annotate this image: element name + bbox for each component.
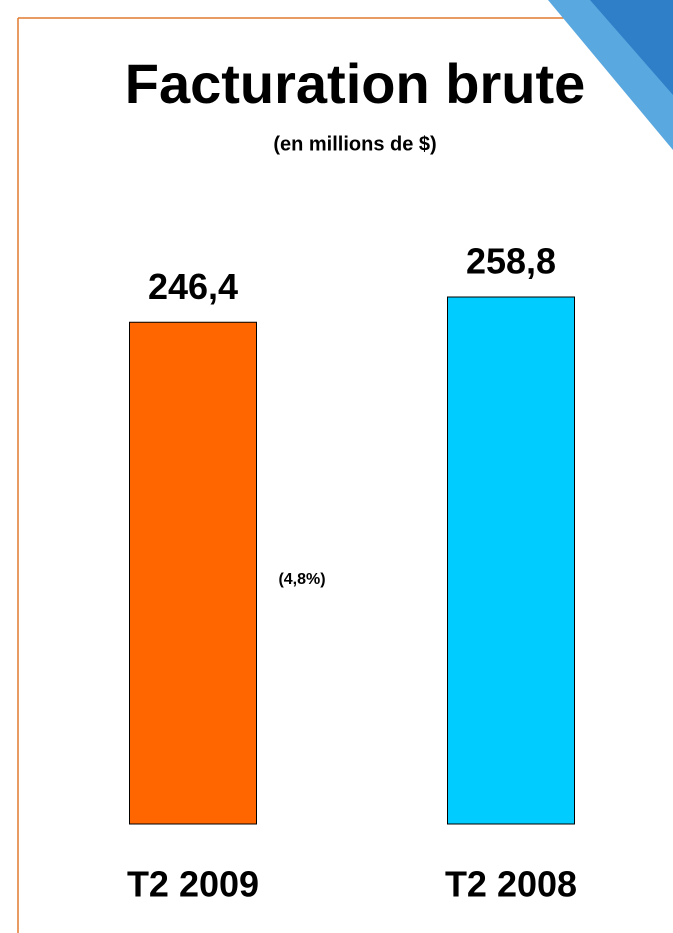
bar xyxy=(129,321,257,825)
x-tick-label: T2 2009 xyxy=(127,864,259,905)
value-label: 258,8 xyxy=(466,241,556,282)
chart-title: Facturation brute xyxy=(125,52,585,115)
x-tick-label: T2 2008 xyxy=(445,864,577,905)
bar xyxy=(447,296,575,825)
chart-subtitle: (en millions de $) xyxy=(273,133,436,155)
value-label: 246,4 xyxy=(148,266,238,307)
annotation: (4,8%) xyxy=(278,571,325,588)
corner-decoration-dark xyxy=(590,0,673,95)
